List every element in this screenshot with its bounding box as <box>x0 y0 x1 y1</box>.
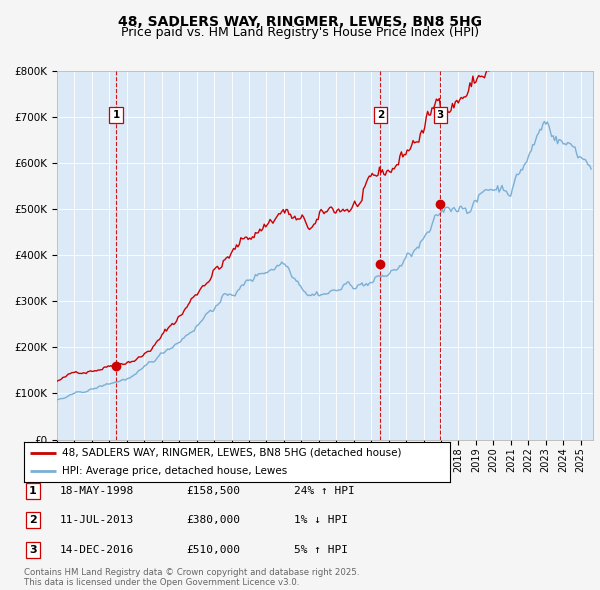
Text: £510,000: £510,000 <box>186 545 240 555</box>
Text: 14-DEC-2016: 14-DEC-2016 <box>60 545 134 555</box>
Text: Contains HM Land Registry data © Crown copyright and database right 2025.
This d: Contains HM Land Registry data © Crown c… <box>24 568 359 587</box>
Text: 5% ↑ HPI: 5% ↑ HPI <box>294 545 348 555</box>
Text: £380,000: £380,000 <box>186 516 240 525</box>
Text: 1: 1 <box>112 110 119 120</box>
Text: HPI: Average price, detached house, Lewes: HPI: Average price, detached house, Lewe… <box>62 466 287 476</box>
Text: £158,500: £158,500 <box>186 486 240 496</box>
Text: 2: 2 <box>29 516 37 525</box>
Text: Price paid vs. HM Land Registry's House Price Index (HPI): Price paid vs. HM Land Registry's House … <box>121 26 479 39</box>
Text: 48, SADLERS WAY, RINGMER, LEWES, BN8 5HG (detached house): 48, SADLERS WAY, RINGMER, LEWES, BN8 5HG… <box>62 448 402 458</box>
Text: 11-JUL-2013: 11-JUL-2013 <box>60 516 134 525</box>
Text: 1% ↓ HPI: 1% ↓ HPI <box>294 516 348 525</box>
Text: 3: 3 <box>29 545 37 555</box>
Text: 48, SADLERS WAY, RINGMER, LEWES, BN8 5HG: 48, SADLERS WAY, RINGMER, LEWES, BN8 5HG <box>118 15 482 29</box>
Text: 24% ↑ HPI: 24% ↑ HPI <box>294 486 355 496</box>
Text: 3: 3 <box>437 110 444 120</box>
Text: 18-MAY-1998: 18-MAY-1998 <box>60 486 134 496</box>
Text: 2: 2 <box>377 110 384 120</box>
Text: 1: 1 <box>29 486 37 496</box>
